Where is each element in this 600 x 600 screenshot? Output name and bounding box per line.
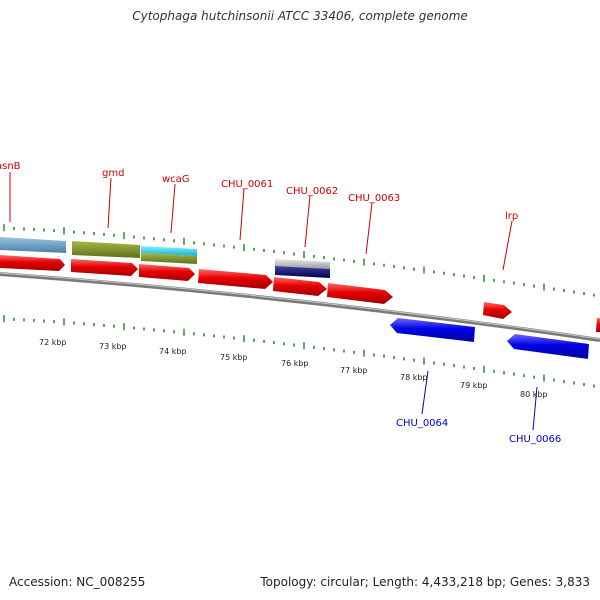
label-gmd: gmd — [102, 168, 124, 179]
label-CHU_0061: CHU_0061 — [221, 179, 273, 190]
label-leaders — [9, 172, 538, 431]
scale-label-75kbp: 75 kbp — [220, 353, 248, 362]
gene-asnB[interactable] — [0, 255, 65, 271]
map-title: Cytophaga hutchinsonii ATCC 33406, compl… — [132, 9, 468, 23]
gene-lrp[interactable] — [483, 302, 512, 319]
scale-label-78kbp: 78 kbp — [400, 373, 428, 382]
gene-labels: asnB gmd wcaG CHU_0061 CHU_0062 CHU_0063… — [0, 161, 561, 445]
genome-backbone — [0, 272, 600, 342]
gene-CHU_0066[interactable] — [507, 334, 589, 359]
scale-label-80kbp: 80 kbp — [520, 390, 548, 399]
plus-strand-genes — [0, 255, 600, 332]
topology-summary-text: Topology: circular; Length: 4,433,218 bp… — [260, 575, 590, 589]
genome-backbone-highlight — [0, 272, 600, 340]
leader-wcaG — [170, 183, 176, 234]
gene-wcaG[interactable] — [139, 264, 195, 281]
cog-block-asnB — [0, 237, 66, 253]
label-wcaG: wcaG — [162, 174, 190, 185]
label-lrp: lrp — [505, 211, 518, 222]
scale-labels: 72 kbp 73 kbp 74 kbp 75 kbp 76 kbp 77 kb… — [39, 338, 548, 399]
minus-strand-genes — [390, 318, 589, 359]
leader-CHU_0061 — [239, 188, 245, 241]
scale-label-73kbp: 73 kbp — [99, 342, 127, 351]
leader-CHU_0066 — [532, 386, 538, 431]
inner-tick-ring — [3, 315, 595, 388]
scale-label-74kbp: 74 kbp — [159, 347, 187, 356]
label-CHU_0063: CHU_0063 — [348, 193, 400, 204]
cog-block-CHU_0062-bottom — [275, 266, 330, 278]
leader-CHU_0062 — [304, 195, 311, 248]
gene-CHU_0064[interactable] — [390, 318, 475, 342]
leader-gmd — [107, 177, 112, 229]
accession-text: Accession: NC_008255 — [9, 575, 146, 589]
label-CHU_0064: CHU_0064 — [396, 418, 448, 429]
label-CHU_0066: CHU_0066 — [509, 434, 561, 445]
cog-block-wcaG-top — [141, 246, 197, 256]
gene-CHU_0061[interactable] — [198, 269, 273, 289]
gene-edge[interactable] — [596, 318, 600, 332]
label-asnB: asnB — [0, 161, 21, 172]
scale-label-72kbp: 72 kbp — [39, 338, 67, 347]
scale-label-79kbp: 79 kbp — [460, 381, 488, 390]
leader-lrp — [502, 220, 513, 271]
cog-category-blocks — [0, 237, 330, 278]
cog-block-wcaG-bottom — [141, 253, 197, 264]
scale-label-76kbp: 76 kbp — [281, 359, 309, 368]
leader-CHU_0063 — [365, 202, 373, 255]
label-CHU_0062: CHU_0062 — [286, 186, 338, 197]
cog-block-CHU_0062-top — [275, 259, 330, 269]
outer-tick-ring — [3, 224, 595, 297]
gene-CHU_0062[interactable] — [273, 277, 327, 296]
leader-CHU_0064 — [421, 370, 429, 415]
cog-block-gmd — [72, 241, 140, 258]
gene-CHU_0063[interactable] — [327, 283, 393, 304]
gene-gmd[interactable] — [71, 259, 138, 276]
scale-label-77kbp: 77 kbp — [340, 366, 368, 375]
